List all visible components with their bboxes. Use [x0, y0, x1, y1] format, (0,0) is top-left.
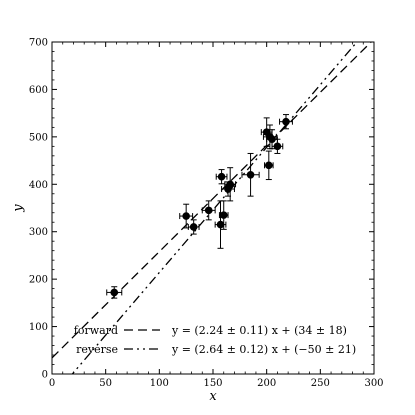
y-tick-label: 400	[29, 180, 48, 191]
y-tick-label: 100	[29, 322, 48, 333]
legend-equation-reverse: y = (2.64 ± 0.12) x + (−50 ± 21)	[171, 343, 356, 356]
y-tick-label: 300	[29, 227, 48, 238]
data-point	[110, 288, 119, 297]
legend-layer: forward y = (2.24 ± 0.11) x + (34 ± 18) re…	[74, 324, 356, 356]
y-tick-label: 600	[29, 85, 48, 96]
legend-equation-forward: y = (2.24 ± 0.11) x + (34 ± 18)	[171, 324, 347, 337]
y-tick-label: 200	[29, 275, 48, 286]
markers-layer	[110, 117, 290, 297]
legend-label-forward: forward	[74, 324, 118, 337]
data-point	[216, 220, 225, 229]
data-point	[282, 117, 290, 126]
data-point	[226, 180, 234, 189]
y-axis-title: y	[11, 204, 26, 213]
legend-label-reverse: reverse	[76, 343, 118, 356]
x-tick-label: 50	[99, 378, 112, 389]
fit-line-forward	[52, 42, 373, 359]
fit-line-reverse	[71, 42, 358, 374]
data-point	[268, 135, 276, 144]
data-point	[182, 212, 190, 220]
data-point	[219, 211, 228, 219]
fit-lines-layer	[52, 42, 373, 374]
data-point	[189, 223, 198, 231]
data-point	[246, 171, 255, 179]
axes-layer: 0 50 100 150 200 250 300 0 100 200 300 400 500 600 700…	[11, 38, 384, 405]
x-axis-title: x	[209, 389, 217, 404]
x-tick-label: 150	[203, 378, 222, 389]
data-point	[204, 206, 213, 215]
x-tick-label: 100	[150, 378, 169, 389]
y-tick-label: 700	[29, 38, 48, 49]
data-point	[265, 161, 273, 170]
data-point	[217, 172, 226, 181]
data-point	[273, 142, 282, 151]
x-tick-label: 0	[49, 378, 55, 389]
x-tick-label: 200	[257, 378, 276, 389]
y-tick-label: 0	[42, 370, 48, 381]
errorbars-layer	[106, 114, 293, 299]
x-tick-label: 250	[311, 378, 330, 389]
x-tick-label: 300	[364, 378, 383, 389]
y-tick-label: 500	[29, 132, 48, 143]
